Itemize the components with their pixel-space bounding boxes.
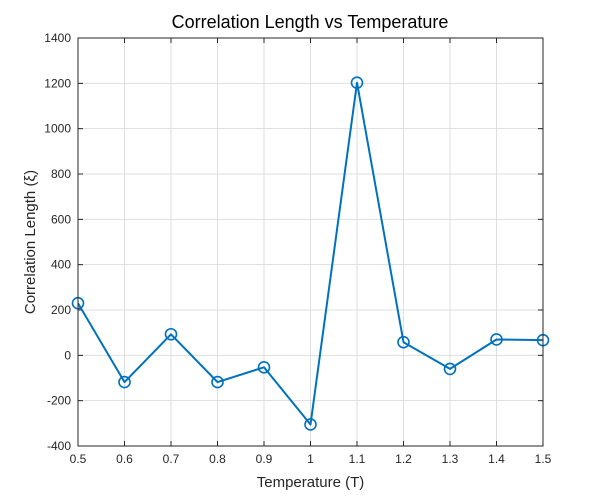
- x-tick-label: 1.3: [442, 452, 459, 466]
- data-point-marker: [304, 418, 317, 431]
- x-tick-label: 0.9: [256, 452, 273, 466]
- x-tick-label: 1: [307, 452, 314, 466]
- data-point-marker: [211, 375, 224, 389]
- x-tick-label: 0.7: [163, 452, 180, 466]
- x-tick-label: 1.4: [488, 452, 505, 466]
- data-point-marker: [490, 333, 503, 346]
- y-tick-label: 1400: [44, 31, 71, 45]
- y-tick-label: 800: [51, 167, 71, 181]
- y-tick-label: 1000: [44, 122, 71, 136]
- data-point-marker: [350, 76, 364, 89]
- y-tick-label: 0: [64, 348, 71, 362]
- data-point-marker: [397, 335, 410, 349]
- y-tick-label: 400: [51, 258, 71, 272]
- x-tick-label: 1.2: [395, 452, 412, 466]
- axis-ticks: 0.5 0.6 0.7 0.8 0.9 1 1.1 1.2 1.3 1.4 1.5 -400 -200 0…: [44, 31, 551, 466]
- plot-border: [77, 37, 544, 447]
- y-tick-label: 1200: [44, 76, 71, 90]
- x-tick-label: 1.1: [349, 452, 366, 466]
- data-point-marker: [164, 327, 178, 341]
- data-series: [71, 76, 550, 431]
- x-tick-label: 0.8: [209, 452, 226, 466]
- data-point-marker: [443, 362, 457, 376]
- x-axis-label: Temperature (T): [257, 474, 365, 491]
- x-tick-label: 0.5: [70, 452, 87, 466]
- y-axis-label: Correlation Length (ξ): [22, 170, 39, 314]
- x-tick-label: 1.5: [535, 452, 552, 466]
- y-tick-label: -400: [47, 439, 71, 453]
- y-tick-label: 200: [51, 303, 71, 317]
- chart-title: Correlation Length vs Temperature: [172, 12, 449, 32]
- series-line: [77, 81, 544, 426]
- y-tick-label: -200: [47, 394, 71, 408]
- data-point-marker: [257, 361, 271, 374]
- data-point-marker: [118, 375, 131, 389]
- x-tick-label: 0.6: [116, 452, 133, 466]
- y-tick-label: 600: [51, 212, 71, 226]
